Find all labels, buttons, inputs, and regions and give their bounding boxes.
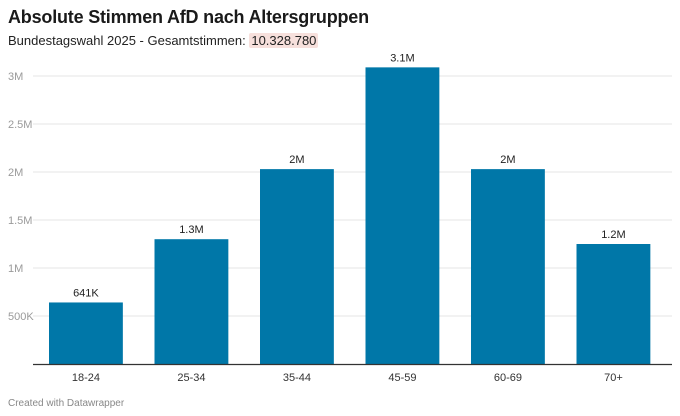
- chart-title: Absolute Stimmen AfD nach Altersgruppen: [8, 7, 369, 27]
- subtitle-text: Bundestagswahl 2025 - Gesamtstimmen:: [8, 33, 250, 48]
- y-tick-label: 500K: [8, 311, 34, 323]
- bar-value-label: 2M: [289, 154, 304, 166]
- bar-value-label: 3.1M: [390, 52, 414, 64]
- x-tick-label: 45-59: [388, 372, 416, 384]
- y-tick-label: 1.5M: [8, 215, 32, 227]
- bar-value-label: 1.2M: [601, 229, 625, 241]
- x-tick-label: 18-24: [72, 372, 100, 384]
- x-tick-label: 35-44: [283, 372, 311, 384]
- total-votes-value: 10.328.780: [249, 33, 319, 48]
- y-tick-label: 1M: [8, 263, 23, 275]
- chart-subtitle: Bundestagswahl 2025 - Gesamtstimmen: 10.…: [8, 33, 319, 48]
- x-tick-label: 70+: [604, 372, 623, 384]
- y-tick-label: 2M: [8, 167, 23, 179]
- bar-value-label: 641K: [73, 287, 99, 299]
- bar: [154, 239, 229, 364]
- bar-value-label: 1.3M: [179, 224, 203, 236]
- gridlines: 500K 1M 1.5M 2M 2.5M 3M: [8, 71, 672, 323]
- bar: [365, 67, 440, 365]
- y-tick-label: 2.5M: [8, 119, 32, 131]
- bar: [471, 169, 545, 364]
- bar: [260, 169, 334, 364]
- bar: [576, 244, 651, 364]
- y-tick-label: 3M: [8, 71, 23, 83]
- data-labels: 641K 1.3M 2M 3.1M 2M 1.2M: [73, 52, 626, 299]
- x-axis: 18-24 25-34 35-44 45-59 60-69 70+: [33, 363, 672, 384]
- x-tick-label: 25-34: [177, 372, 205, 384]
- credit-footer: Created with Datawrapper: [8, 398, 125, 409]
- x-tick-label: 60-69: [494, 372, 522, 384]
- bars: [49, 67, 651, 365]
- bar: [49, 302, 123, 364]
- bar-value-label: 2M: [500, 154, 515, 166]
